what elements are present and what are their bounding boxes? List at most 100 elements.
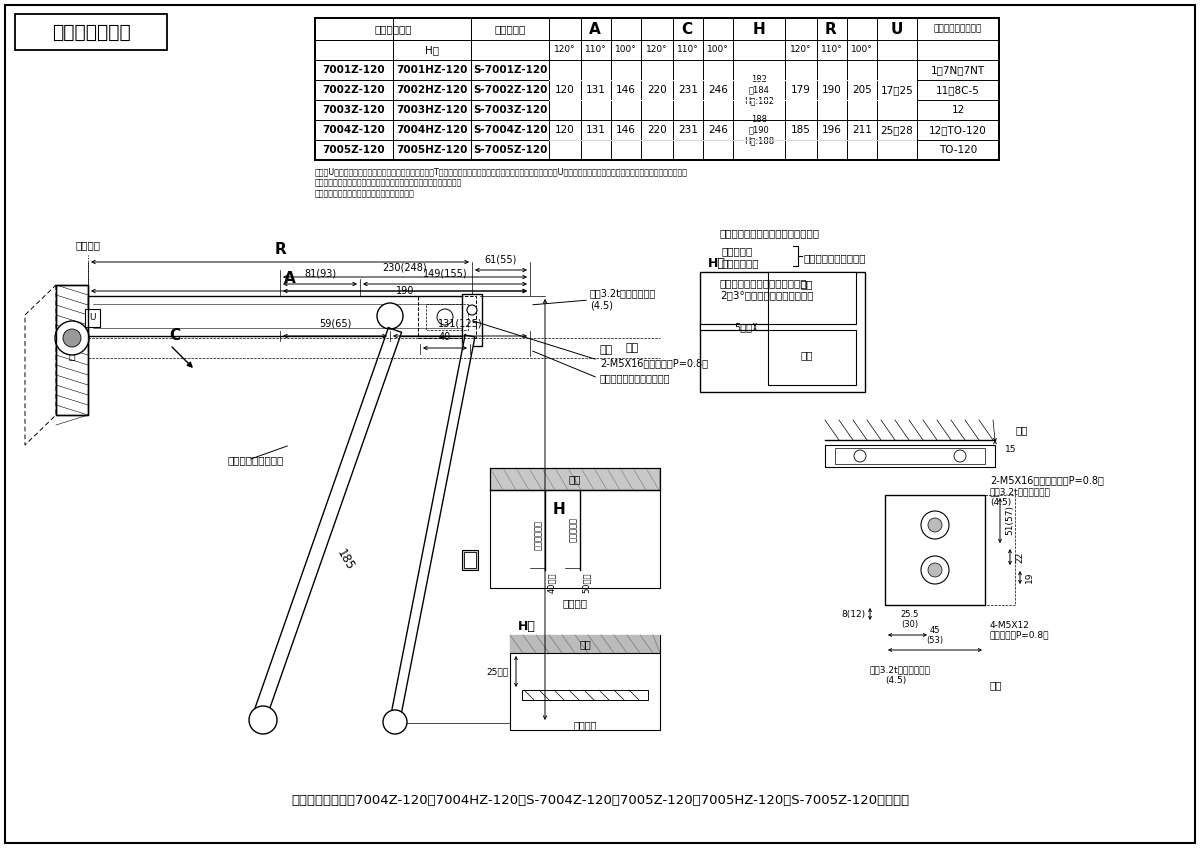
Text: ストップなし: ストップなし bbox=[722, 258, 760, 268]
Text: A: A bbox=[284, 271, 296, 286]
Text: ストップ角度は、制限角度より: ストップ角度は、制限角度より bbox=[720, 278, 808, 288]
Bar bbox=[550, 140, 917, 141]
Text: 182
～184
H型:182: 182 ～184 H型:182 bbox=[744, 75, 774, 105]
Polygon shape bbox=[853, 420, 866, 440]
Text: 179: 179 bbox=[791, 85, 811, 95]
Bar bbox=[56, 285, 88, 415]
Text: 25以上: 25以上 bbox=[486, 667, 508, 676]
Text: 取付位置は同じです。: 取付位置は同じです。 bbox=[804, 253, 866, 263]
Text: 7004HZ-120: 7004HZ-120 bbox=[396, 125, 468, 135]
Text: ストップなし: ストップなし bbox=[374, 24, 412, 34]
Text: 59(65): 59(65) bbox=[319, 319, 352, 329]
Polygon shape bbox=[866, 420, 881, 440]
Text: 211: 211 bbox=[852, 125, 872, 135]
Polygon shape bbox=[965, 420, 979, 440]
Text: 壁
枠: 壁 枠 bbox=[68, 339, 76, 360]
Text: 149(155): 149(155) bbox=[422, 269, 467, 279]
Bar bbox=[14, 14, 167, 50]
Text: 120°: 120° bbox=[790, 46, 812, 54]
Text: 50以上: 50以上 bbox=[582, 572, 592, 594]
Polygon shape bbox=[253, 327, 402, 717]
Bar bbox=[490, 468, 660, 588]
Text: 81(93): 81(93) bbox=[304, 269, 336, 279]
Text: 上枠: 上枠 bbox=[1015, 425, 1027, 435]
Text: 120: 120 bbox=[556, 125, 575, 135]
Text: 120: 120 bbox=[556, 85, 575, 95]
Text: 上枠下面: 上枠下面 bbox=[563, 598, 588, 608]
Bar bbox=[490, 468, 660, 490]
Text: 中心吊りピボットヒンジをご使用の場合、取付位置はお相談下さい。: 中心吊りピボットヒンジをご使用の場合、取付位置はお相談下さい。 bbox=[314, 178, 462, 187]
Text: 19: 19 bbox=[1025, 572, 1034, 583]
Text: 12・TO-120: 12・TO-120 bbox=[929, 125, 986, 135]
Circle shape bbox=[854, 450, 866, 462]
Text: 45
(53): 45 (53) bbox=[926, 626, 943, 645]
Polygon shape bbox=[839, 420, 853, 440]
Bar bbox=[550, 99, 917, 101]
Text: 7003HZ-120: 7003HZ-120 bbox=[396, 105, 468, 115]
Text: 230(248): 230(248) bbox=[383, 262, 427, 272]
Text: R: R bbox=[826, 21, 836, 36]
Text: 231: 231 bbox=[678, 85, 698, 95]
Polygon shape bbox=[390, 335, 475, 721]
Text: C: C bbox=[169, 328, 180, 343]
Bar bbox=[314, 120, 998, 140]
Bar bbox=[510, 635, 660, 653]
Text: 100°: 100° bbox=[616, 46, 637, 54]
Text: ストップ付: ストップ付 bbox=[722, 246, 754, 256]
Text: 196: 196 bbox=[822, 125, 842, 135]
Polygon shape bbox=[952, 420, 965, 440]
Text: 17～25: 17～25 bbox=[881, 85, 913, 95]
Text: 7005Z-120: 7005Z-120 bbox=[323, 145, 385, 155]
Text: 4-M5X12: 4-M5X12 bbox=[990, 621, 1030, 629]
Circle shape bbox=[922, 511, 949, 539]
Text: （　）内寸法は、7004Z-120・7004HZ-120・S-7004Z-120・7005Z-120・7005HZ-120・S-7005Z-120を示す。: （ ）内寸法は、7004Z-120・7004HZ-120・S-7004Z-120… bbox=[290, 794, 910, 806]
Bar bbox=[56, 285, 88, 415]
Polygon shape bbox=[937, 420, 952, 440]
Text: ドア: ドア bbox=[800, 350, 814, 360]
Text: 2-M5X16皿小ネジ（P=0.8）: 2-M5X16皿小ネジ（P=0.8） bbox=[600, 358, 708, 368]
Text: 裏板3.2t以上（別途）: 裏板3.2t以上（別途） bbox=[590, 288, 656, 298]
Bar bbox=[700, 272, 865, 392]
Text: 5以下: 5以下 bbox=[734, 322, 752, 332]
Text: 188
～190
H型:188: 188 ～190 H型:188 bbox=[744, 115, 774, 145]
Text: R: R bbox=[274, 242, 286, 257]
Text: 11・8C-5: 11・8C-5 bbox=[936, 85, 980, 95]
Text: C: C bbox=[682, 21, 692, 36]
Text: スタンダード型: スタンダード型 bbox=[52, 23, 131, 42]
Text: 51(57): 51(57) bbox=[1006, 505, 1014, 535]
Text: H型: H型 bbox=[708, 257, 726, 270]
Circle shape bbox=[250, 706, 277, 734]
Text: TO-120: TO-120 bbox=[938, 145, 977, 155]
Text: 22: 22 bbox=[1015, 551, 1024, 562]
Text: A: A bbox=[589, 21, 601, 36]
Text: 25.5
(30): 25.5 (30) bbox=[901, 610, 919, 629]
Circle shape bbox=[55, 321, 89, 355]
Text: ドア: ドア bbox=[600, 345, 613, 355]
Text: 1・7N・7NT: 1・7N・7NT bbox=[931, 65, 985, 75]
Text: 裏板3.2t以上（別途）: 裏板3.2t以上（別途） bbox=[990, 488, 1051, 496]
Text: U: U bbox=[89, 314, 95, 322]
Text: 185: 185 bbox=[791, 125, 811, 135]
Bar bbox=[835, 448, 985, 464]
Bar bbox=[462, 550, 478, 570]
Bar bbox=[462, 294, 482, 346]
Text: (4.5): (4.5) bbox=[590, 300, 613, 310]
Text: 7001HZ-120: 7001HZ-120 bbox=[396, 65, 468, 75]
Text: (4.5): (4.5) bbox=[990, 498, 1012, 506]
Circle shape bbox=[928, 518, 942, 532]
Text: H型: H型 bbox=[518, 620, 536, 633]
Bar bbox=[510, 635, 660, 730]
Text: 7004Z-120: 7004Z-120 bbox=[323, 125, 385, 135]
Text: S-7004Z-120: S-7004Z-120 bbox=[473, 125, 547, 135]
Text: 120°: 120° bbox=[646, 46, 668, 54]
Text: S-7003Z-120: S-7003Z-120 bbox=[473, 105, 547, 115]
Text: 7002Z-120: 7002Z-120 bbox=[323, 85, 385, 95]
Text: ストップなし: ストップなし bbox=[534, 520, 542, 550]
Text: 寸法（U）が規定外の場合は、制限角度が変わります。T番をご使用の場合は、ドア面から丁番中心までの寸法（U）がピボットヒンジと同じ寸法のものを使用して下さい。: 寸法（U）が規定外の場合は、制限角度が変わります。T番をご使用の場合は、ドア面か… bbox=[314, 167, 688, 176]
Text: U: U bbox=[890, 21, 904, 36]
Bar bbox=[768, 330, 856, 385]
Polygon shape bbox=[994, 420, 995, 440]
Bar bbox=[314, 18, 998, 160]
Text: 100°: 100° bbox=[707, 46, 728, 54]
Text: S-7005Z-120: S-7005Z-120 bbox=[473, 145, 547, 155]
